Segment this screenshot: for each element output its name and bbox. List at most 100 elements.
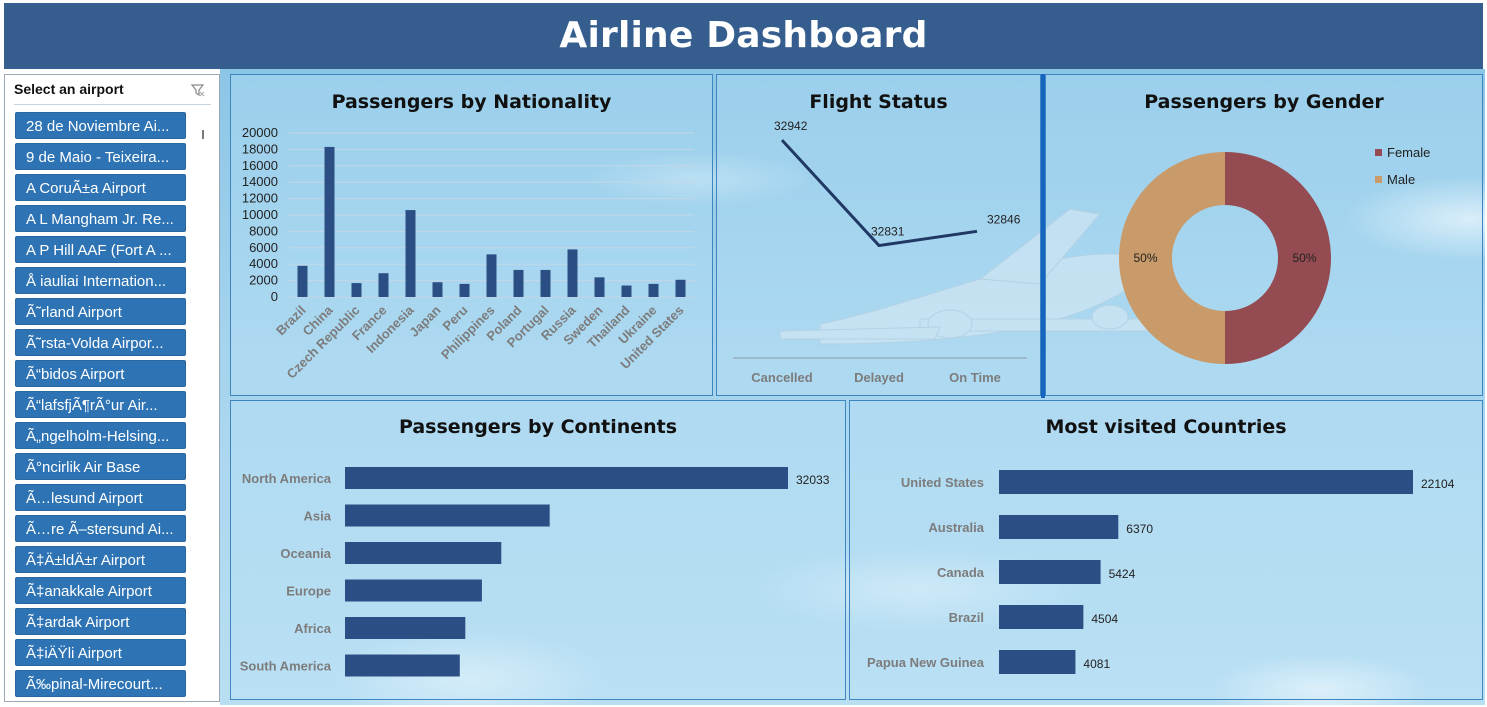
panel-title-nationality: Passengers by Nationality bbox=[331, 91, 612, 113]
slicer-item[interactable]: Ã‡anakkale Airport bbox=[15, 577, 186, 604]
slicer-item[interactable]: 9 de Maio - Teixeira... bbox=[15, 143, 186, 170]
y-tick-label: 12000 bbox=[242, 191, 278, 206]
slicer-item[interactable]: Ã‡Ä±ldÄ±r Airport bbox=[15, 546, 186, 573]
panel-separator bbox=[1041, 74, 1045, 398]
y-tick-label: 2000 bbox=[249, 273, 278, 288]
slicer-item[interactable]: Å iauliai Internation... bbox=[15, 267, 186, 294]
y-tick-label: 10000 bbox=[242, 207, 278, 222]
slicer-item[interactable]: Ã…lesund Airport bbox=[15, 484, 186, 511]
legend-label: Female bbox=[1387, 145, 1430, 160]
bar bbox=[999, 650, 1076, 674]
bar bbox=[459, 283, 470, 297]
data-label: 4081 bbox=[1083, 657, 1110, 671]
slicer-item[interactable]: Ã˜rsta-Volda Airpor... bbox=[15, 329, 186, 356]
x-tick-label: Delayed bbox=[854, 370, 904, 385]
y-tick-label: 14000 bbox=[242, 174, 278, 189]
bar bbox=[432, 282, 443, 297]
slicer-item-list[interactable]: 28 de Noviembre Ai... 9 de Maio - Teixeir… bbox=[15, 112, 186, 697]
donut-slice bbox=[1225, 152, 1331, 364]
bar bbox=[999, 605, 1084, 629]
y-tick-label: 16000 bbox=[242, 158, 278, 173]
continents-chart: North America 32033 Asia Oceania Europe Afric… bbox=[240, 467, 830, 677]
slicer-item[interactable]: A L Mangham Jr. Re... bbox=[15, 205, 186, 232]
gender-chart: 50% 50% Female Male bbox=[1119, 145, 1430, 364]
bar bbox=[351, 283, 362, 297]
panel-title-countries: Most visited Countries bbox=[1045, 416, 1287, 438]
slicer-item[interactable]: 28 de Noviembre Ai... bbox=[15, 112, 186, 139]
bar bbox=[999, 560, 1101, 584]
panel-continents: Passengers by Continents North America 32… bbox=[230, 400, 846, 700]
bar bbox=[345, 654, 460, 677]
clear-filter-icon[interactable] bbox=[191, 83, 205, 97]
panel-flight-status: Flight Status 32942 32831 32846 Cancelled De… bbox=[716, 74, 1041, 396]
data-label: 4504 bbox=[1091, 612, 1118, 626]
y-tick-label: Asia bbox=[304, 509, 332, 524]
data-label: 32942 bbox=[774, 119, 808, 133]
y-tick-label: Canada bbox=[937, 565, 985, 580]
panel-gender: Passengers by Gender 50% 50% Female Male bbox=[1045, 74, 1483, 396]
slicer-title: Select an airport bbox=[14, 81, 124, 97]
bar bbox=[345, 617, 466, 639]
bar bbox=[378, 273, 389, 297]
data-label: 5424 bbox=[1109, 567, 1136, 581]
slicer-item[interactable]: Ã“lafsfjÃ¶rÃ°ur Air... bbox=[15, 391, 186, 418]
bar bbox=[345, 467, 788, 489]
y-tick-label: Brazil bbox=[949, 610, 984, 625]
x-tick-label: Cancelled bbox=[751, 370, 812, 385]
data-label: 6370 bbox=[1126, 522, 1153, 536]
panel-title-flight-status: Flight Status bbox=[809, 91, 948, 113]
donut-slice bbox=[1119, 152, 1225, 364]
bar bbox=[345, 542, 502, 564]
countries-chart: United States 22104 Australia 6370 Canada 542… bbox=[867, 470, 1455, 674]
y-tick-label: 0 bbox=[271, 289, 278, 304]
bar bbox=[345, 504, 550, 527]
y-tick-label: Australia bbox=[928, 520, 984, 535]
bar bbox=[594, 277, 605, 297]
bar bbox=[999, 470, 1413, 494]
data-label: 22104 bbox=[1421, 477, 1455, 491]
flight-status-chart: 32942 32831 32846 Cancelled Delayed On Time bbox=[733, 119, 1027, 385]
bar bbox=[999, 515, 1119, 539]
bar bbox=[675, 279, 686, 297]
slicer-item[interactable]: Ã°ncirlik Air Base bbox=[15, 453, 186, 480]
bar bbox=[405, 210, 416, 297]
slicer-item[interactable]: Ã˜rland Airport bbox=[15, 298, 186, 325]
x-tick-label: Japan bbox=[406, 302, 443, 339]
data-label: 50% bbox=[1133, 251, 1157, 265]
y-tick-label: 8000 bbox=[249, 223, 278, 238]
bar bbox=[324, 146, 335, 297]
bar bbox=[486, 254, 497, 297]
slicer-item[interactable]: A P Hill AAF (Fort A ... bbox=[15, 236, 186, 263]
slicer-item[interactable]: Ã„ngelholm-Helsing... bbox=[15, 422, 186, 449]
data-label: 32831 bbox=[871, 225, 905, 239]
slicer-item[interactable]: A CoruÃ±a Airport bbox=[15, 174, 186, 201]
data-label: 32033 bbox=[796, 473, 830, 487]
panel-countries: Most visited Countries United States 2210… bbox=[849, 400, 1483, 700]
bar bbox=[621, 285, 632, 297]
y-tick-label: 18000 bbox=[242, 141, 278, 156]
slicer-item[interactable]: Ã‰pinal-Mirecourt... bbox=[15, 670, 186, 697]
dashboard-title: Airline Dashboard bbox=[4, 3, 1483, 69]
bar bbox=[345, 579, 482, 602]
bar bbox=[540, 269, 551, 297]
airport-slicer[interactable]: Select an airport 28 de Noviembre Ai... 9… bbox=[4, 74, 220, 702]
bar bbox=[648, 283, 659, 297]
slicer-item[interactable]: Ã‡ardak Airport bbox=[15, 608, 186, 635]
panel-nationality: Passengers by Nationality 0 2000 4000 6000 8… bbox=[230, 74, 713, 396]
slicer-divider bbox=[14, 104, 211, 105]
data-label: 50% bbox=[1292, 251, 1316, 265]
y-tick-label: Africa bbox=[294, 621, 332, 636]
slicer-item[interactable]: Ã“bidos Airport bbox=[15, 360, 186, 387]
y-tick-label: 6000 bbox=[249, 240, 278, 255]
data-label: 32846 bbox=[987, 212, 1021, 226]
y-tick-label: Oceania bbox=[280, 546, 331, 561]
y-tick-label: Europe bbox=[286, 584, 331, 599]
slicer-scrollbar[interactable] bbox=[202, 130, 204, 139]
y-tick-label: 20000 bbox=[242, 125, 278, 140]
legend-label: Male bbox=[1387, 172, 1415, 187]
bar bbox=[567, 249, 578, 297]
y-tick-label: 4000 bbox=[249, 256, 278, 271]
slicer-item[interactable]: Ã…re Ã–stersund Ai... bbox=[15, 515, 186, 542]
slicer-item[interactable]: Ã‡iÄŸli Airport bbox=[15, 639, 186, 666]
panel-title-continents: Passengers by Continents bbox=[398, 416, 678, 438]
